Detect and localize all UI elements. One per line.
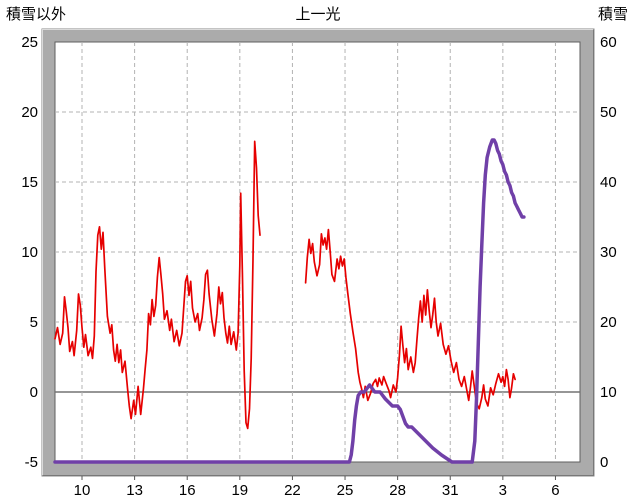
left-tick-label: -5	[25, 454, 38, 471]
right-tick-label: 20	[600, 314, 617, 331]
x-tick-label: 10	[74, 482, 91, 499]
x-tick-label: 19	[231, 482, 248, 499]
frame-highlight	[42, 29, 594, 476]
left-tick-label: 10	[21, 244, 38, 261]
left-tick-label: 0	[30, 384, 38, 401]
chart-title: 上一光	[295, 6, 341, 23]
right-tick-label: 0	[600, 454, 608, 471]
x-tick-label: 31	[442, 482, 459, 499]
x-tick-label: 28	[389, 482, 406, 499]
series-line-other	[304, 228, 516, 410]
x-tick-label: 16	[179, 482, 196, 499]
right-tick-label: 50	[600, 104, 617, 121]
series-line-other	[54, 140, 261, 430]
left-tick-label: 25	[21, 34, 38, 51]
left-axis-title: 積雪以外	[6, 6, 67, 23]
frame-shadow	[42, 29, 594, 476]
left-tick-label: 20	[21, 104, 38, 121]
x-tick-label: 3	[499, 482, 507, 499]
x-tick-label: 22	[284, 482, 301, 499]
right-tick-label: 40	[600, 174, 617, 191]
x-tick-label: 13	[126, 482, 143, 499]
left-tick-label: 5	[30, 314, 38, 331]
right-tick-label: 10	[600, 384, 617, 401]
left-tick-label: 15	[21, 174, 38, 191]
series-line-snow	[53, 138, 526, 464]
right-tick-label: 60	[600, 34, 617, 51]
x-tick-label: 25	[337, 482, 354, 499]
right-tick-label: 30	[600, 244, 617, 261]
x-tick-label: 6	[551, 482, 559, 499]
right-axis-title: 積雪	[597, 6, 628, 23]
